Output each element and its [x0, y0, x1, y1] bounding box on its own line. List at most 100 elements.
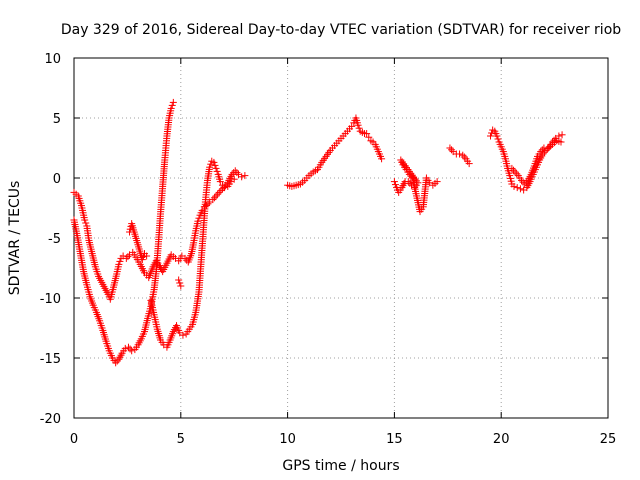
data-point	[231, 167, 239, 175]
data-point	[354, 121, 362, 129]
data-point	[210, 158, 218, 166]
data-point	[176, 279, 184, 287]
x-tick-label: 5	[177, 432, 185, 447]
data-point	[407, 172, 415, 180]
data-point	[202, 202, 210, 210]
data-point	[213, 167, 221, 175]
grid-lines	[74, 58, 608, 418]
data-point	[121, 344, 129, 352]
data-point	[230, 175, 238, 183]
data-point	[511, 168, 519, 176]
data-point	[521, 180, 529, 188]
data-point	[557, 138, 565, 146]
data-point	[348, 122, 356, 130]
x-tick-label: 25	[600, 432, 617, 447]
data-point	[433, 178, 441, 186]
data-point	[179, 331, 187, 339]
y-tick-label: 5	[53, 112, 61, 127]
plot-frame	[73, 57, 609, 419]
data-point	[113, 357, 121, 365]
data-point	[215, 188, 223, 196]
data-point	[210, 194, 218, 202]
data-point	[124, 343, 132, 351]
data-point	[510, 182, 518, 190]
data-point	[143, 252, 151, 260]
data-point	[365, 133, 373, 141]
x-tick-label: 20	[493, 432, 510, 447]
data-point	[488, 129, 496, 137]
data-point	[175, 276, 183, 284]
data-point	[558, 131, 566, 139]
data-point	[363, 130, 371, 138]
y-axis-label: SDTVAR / TECUs	[7, 181, 23, 296]
data-point	[509, 166, 517, 174]
data-point	[212, 164, 220, 172]
data-point	[233, 169, 241, 177]
data-point	[456, 150, 464, 158]
y-tick-label: 0	[53, 172, 61, 187]
x-tick-label: 10	[279, 432, 296, 447]
data-point	[228, 170, 236, 178]
data-point	[181, 254, 189, 262]
data-point	[216, 178, 224, 186]
data-point	[116, 257, 124, 265]
y-tick-label: -15	[40, 352, 61, 367]
y-tick-label: -5	[48, 232, 61, 247]
data-point	[405, 170, 413, 178]
data-point	[404, 178, 412, 186]
x-axis-label: GPS time / hours	[282, 458, 399, 474]
data-points	[70, 98, 566, 367]
data-point	[537, 148, 545, 156]
data-point	[448, 146, 456, 154]
data-point	[220, 183, 228, 191]
data-point	[459, 151, 467, 159]
data-point	[406, 179, 414, 187]
y-tick-label: -10	[40, 292, 61, 307]
data-point	[212, 192, 220, 200]
data-point	[487, 132, 495, 140]
data-point	[390, 178, 398, 186]
data-point	[168, 101, 176, 109]
data-point	[122, 254, 130, 262]
tick-labels: 0 5 10 15 20 25 -20 -15 -10 -5 0 5 10	[40, 52, 617, 447]
data-point	[112, 359, 120, 367]
data-point	[169, 98, 177, 106]
data-point	[465, 160, 473, 168]
data-point	[494, 135, 502, 143]
data-point	[460, 153, 468, 161]
data-point	[214, 190, 222, 198]
data-point	[194, 217, 202, 225]
data-point	[513, 170, 521, 178]
data-point	[81, 216, 89, 224]
data-point	[241, 172, 249, 180]
data-point	[221, 184, 229, 192]
data-point	[139, 253, 147, 261]
data-point	[207, 160, 215, 168]
data-point	[538, 146, 546, 154]
data-point	[355, 124, 363, 132]
data-point	[238, 173, 246, 181]
x-tick-label: 0	[70, 432, 78, 447]
x-tick-label: 15	[386, 432, 403, 447]
data-point	[138, 256, 146, 264]
data-point	[209, 196, 217, 204]
data-point	[508, 164, 516, 172]
data-point	[167, 104, 175, 112]
data-point	[446, 144, 454, 152]
data-point	[513, 184, 521, 192]
data-point	[517, 176, 525, 184]
data-point	[124, 253, 132, 261]
data-point	[378, 155, 386, 163]
data-point	[126, 345, 134, 353]
data-point	[493, 132, 501, 140]
data-point	[522, 178, 530, 186]
data-point	[206, 163, 214, 171]
data-point	[177, 282, 185, 290]
data-point	[128, 347, 136, 355]
chart-title: Day 329 of 2016, Sidereal Day-to-day VTE…	[61, 22, 621, 38]
data-point	[115, 260, 123, 268]
data-point	[217, 187, 225, 195]
y-tick-label: 10	[44, 52, 61, 67]
data-point	[516, 185, 524, 193]
